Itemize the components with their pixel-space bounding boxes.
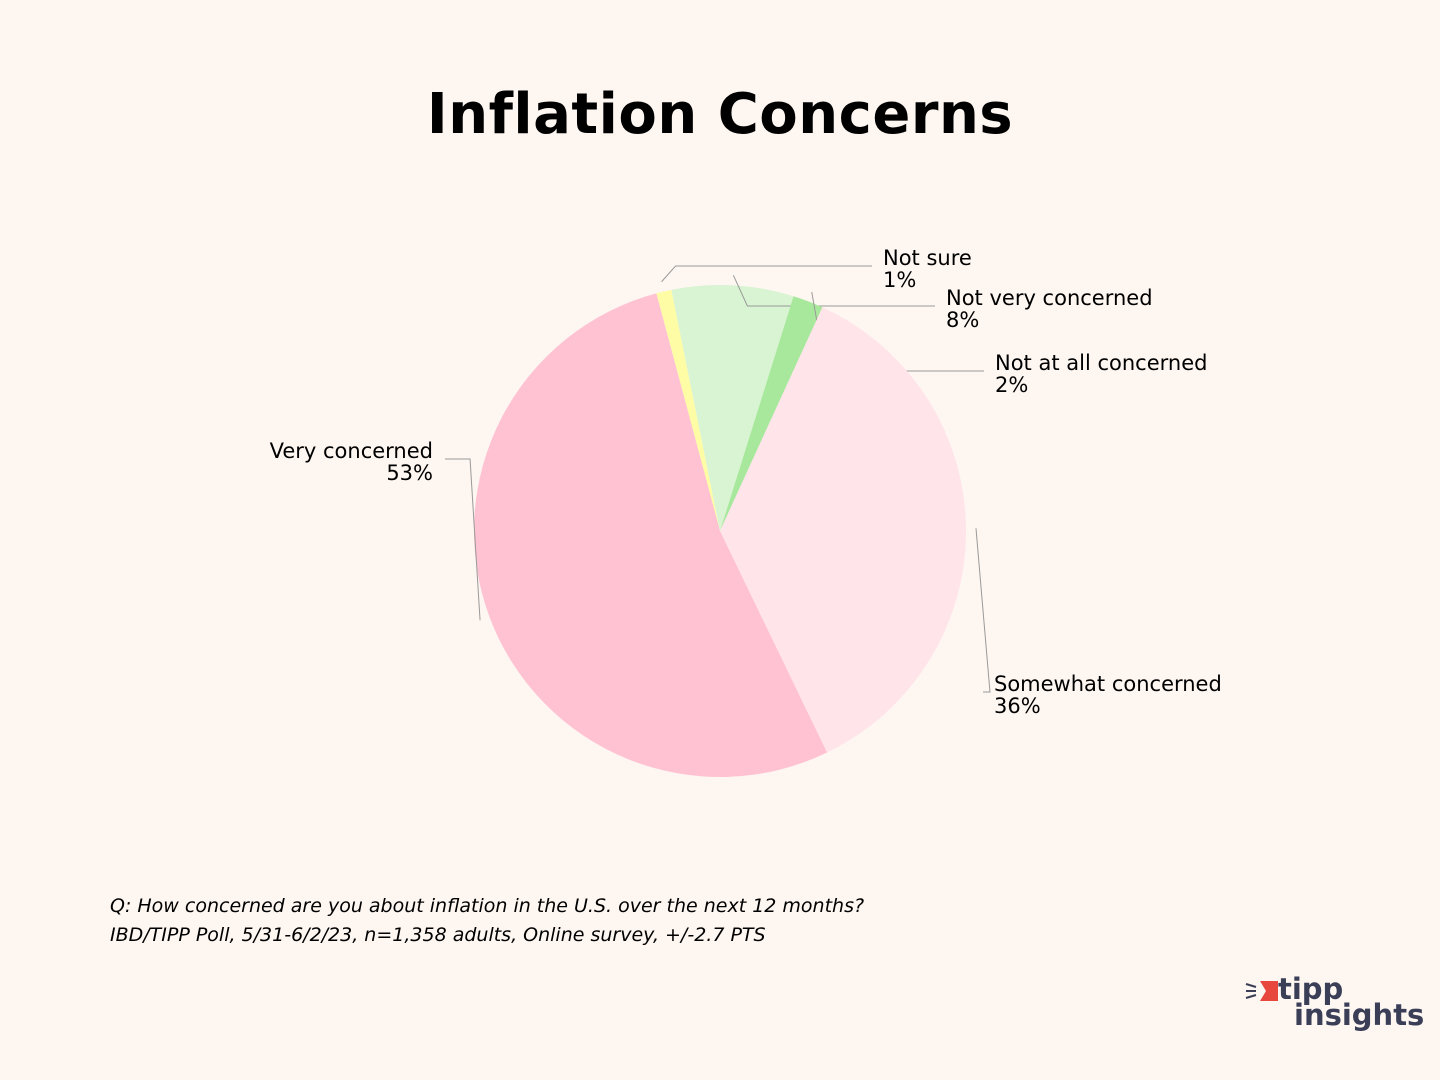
tipp-insights-logo: tipp insights xyxy=(1244,974,1424,1038)
pie-slice-very-concerned xyxy=(473,293,828,778)
slice-label-somewhat-concerned: Somewhat concerned xyxy=(994,672,1222,696)
pie-slice-not-very-concerned xyxy=(671,284,794,531)
slice-value-not-sure: 1% xyxy=(883,268,916,292)
slice-label-not-very-concerned: Not very concerned xyxy=(946,286,1153,310)
survey-question: Q: How concerned are you about inflation… xyxy=(110,895,865,917)
slice-label-not-at-all-concerned: Not at all concerned xyxy=(995,351,1207,375)
slice-value-very-concerned: 53% xyxy=(386,461,433,485)
chart-title: Inflation Concerns xyxy=(426,82,1014,147)
logo-text-tipp: tipp xyxy=(1278,972,1344,1006)
leader-line-somewhat-concerned xyxy=(975,528,991,693)
footnote: Q: How concerned are you about inflation… xyxy=(110,892,864,950)
pie-slice-somewhat-concerned xyxy=(720,307,966,753)
leader-line-not-very-concerned xyxy=(732,275,935,307)
pie-slice-not-at-all-concerned xyxy=(720,296,823,531)
survey-source: IBD/TIPP Poll, 5/31-6/2/23, n=1,358 adul… xyxy=(110,924,766,946)
slice-value-somewhat-concerned: 36% xyxy=(994,694,1041,718)
leader-line-very-concerned xyxy=(445,458,481,621)
slice-label-not-sure: Not sure xyxy=(883,246,972,270)
pie-slice-not-sure xyxy=(656,289,720,531)
logo-text-insights: insights xyxy=(1294,998,1425,1032)
slice-value-not-at-all-concerned: 2% xyxy=(995,373,1028,397)
slice-value-not-very-concerned: 8% xyxy=(946,308,979,332)
slice-label-very-concerned: Very concerned xyxy=(270,439,433,463)
logo-mark-icon xyxy=(1245,981,1278,1001)
leader-line-not-sure xyxy=(661,265,872,283)
